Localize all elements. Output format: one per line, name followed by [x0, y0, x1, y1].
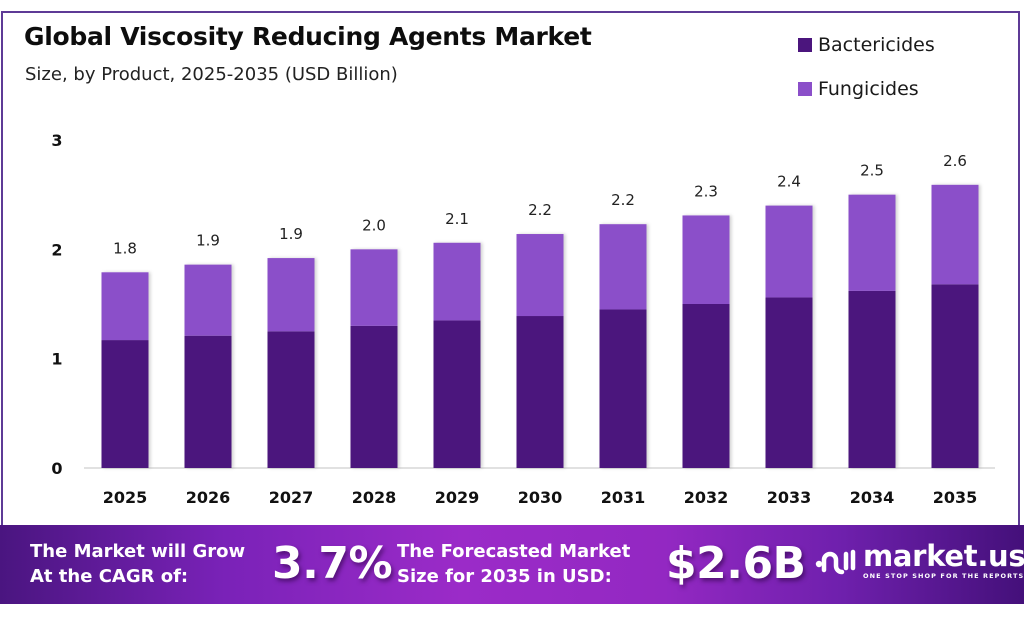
bar-fungicides-2034 — [848, 194, 896, 291]
y-tick-label: 1 — [51, 350, 62, 369]
cagr-caption-line2: At the CAGR of: — [30, 566, 189, 587]
x-tick-label: 2030 — [518, 488, 563, 507]
cagr-value: 3.7% — [272, 538, 393, 589]
x-tick-label: 2027 — [269, 488, 314, 507]
data-label: 2.2 — [611, 191, 635, 209]
data-label: 2.5 — [860, 162, 884, 180]
x-tick-label: 2026 — [186, 488, 231, 507]
y-axis: 0 1 2 3 — [51, 131, 62, 478]
bar-bactericides-2025 — [101, 340, 149, 468]
bars — [101, 184, 979, 468]
bar-stack-2033 — [765, 205, 813, 468]
bar-bactericides-2026 — [184, 335, 232, 468]
chart-frame — [1, 11, 1020, 591]
data-label: 2.3 — [694, 182, 718, 200]
logo-name: market.us — [863, 539, 1024, 573]
legend-swatch-fungicides — [798, 82, 812, 96]
market-us-logo: market.us ONE STOP SHOP FOR THE REPORTS — [815, 541, 1024, 580]
x-tick-label: 2034 — [850, 488, 895, 507]
bar-fungicides-2025 — [101, 272, 149, 341]
legend-swatch-bactericides — [798, 38, 812, 52]
bar-stack-2026 — [184, 264, 232, 468]
data-label: 1.9 — [279, 225, 303, 243]
x-axis: 2025 2026 2027 2028 2029 2030 2031 2032 2033 2034… — [103, 488, 978, 507]
data-label: 2.4 — [777, 173, 801, 191]
data-label: 2.6 — [943, 152, 967, 170]
x-tick-label: 2033 — [767, 488, 812, 507]
legend-label: Fungicides — [818, 78, 919, 100]
bar-fungicides-2029 — [433, 242, 481, 321]
forecast-value: $2.6B — [666, 538, 806, 589]
data-labels: 1.8 1.9 1.9 2.0 2.1 2.2 2.2 2.3 2.4 2.5 2.6 — [113, 152, 967, 257]
logo-tagline: ONE STOP SHOP FOR THE REPORTS — [863, 572, 1024, 580]
x-tick-label: 2029 — [435, 488, 480, 507]
forecast-caption-line1: The Forecasted Market — [397, 541, 631, 562]
legend-label: Bactericides — [818, 34, 935, 56]
y-tick-label: 2 — [51, 240, 62, 259]
bar-stack-2034 — [848, 194, 896, 468]
x-tick-label: 2032 — [684, 488, 729, 507]
x-tick-label: 2025 — [103, 488, 148, 507]
bar-fungicides-2026 — [184, 264, 232, 336]
bar-bactericides-2031 — [599, 309, 647, 468]
data-label: 1.8 — [113, 239, 137, 257]
x-tick-label: 2035 — [933, 488, 978, 507]
bar-bactericides-2029 — [433, 320, 481, 468]
data-label: 2.2 — [528, 201, 552, 219]
bar-bactericides-2028 — [350, 325, 398, 468]
bar-fungicides-2028 — [350, 249, 398, 326]
x-tick-label: 2031 — [601, 488, 646, 507]
y-tick-label: 0 — [51, 459, 62, 478]
bar-fungicides-2033 — [765, 205, 813, 298]
bar-stack-2029 — [433, 242, 481, 468]
bar-stack-2031 — [599, 224, 647, 468]
bar-bactericides-2035 — [931, 284, 979, 468]
chart-subtitle: Size, by Product, 2025-2035 (USD Billion… — [25, 64, 398, 85]
bar-fungicides-2031 — [599, 224, 647, 310]
bar-bactericides-2027 — [267, 331, 315, 468]
forecast-caption: The Forecasted Market Size for 2035 in U… — [397, 539, 630, 589]
bar-chart: 0 1 2 3 1.8 1.9 1.9 2.0 2.1 2.2 2.2 2.3 2.4 2.5 2.6 2… — [51, 131, 995, 507]
market-us-logo-icon — [815, 549, 856, 574]
legend: Bactericides Fungicides — [798, 34, 935, 122]
data-label: 2.0 — [362, 216, 386, 234]
bar-fungicides-2032 — [682, 215, 730, 304]
bar-stack-2032 — [682, 215, 730, 468]
summary-banner: The Market will Grow At the CAGR of: 3.7… — [0, 525, 1024, 604]
y-tick-label: 3 — [51, 131, 62, 150]
bar-stack-2030 — [516, 234, 564, 468]
data-label: 1.9 — [196, 232, 220, 250]
bar-bactericides-2030 — [516, 316, 564, 468]
chart-title: Global Viscosity Reducing Agents Market — [24, 22, 592, 51]
legend-item-bactericides: Bactericides — [798, 34, 935, 56]
bar-fungicides-2030 — [516, 234, 564, 317]
bar-stack-2028 — [350, 249, 398, 468]
bar-stack-2025 — [101, 272, 149, 468]
bar-fungicides-2027 — [267, 258, 315, 332]
bar-stack-2035 — [931, 184, 979, 468]
bar-fungicides-2035 — [931, 184, 979, 285]
cagr-caption: The Market will Grow At the CAGR of: — [30, 539, 245, 589]
bar-stack-2027 — [267, 258, 315, 468]
bar-bactericides-2033 — [765, 297, 813, 468]
x-tick-label: 2028 — [352, 488, 397, 507]
bar-bactericides-2032 — [682, 304, 730, 468]
forecast-caption-line2: Size for 2035 in USD: — [397, 566, 612, 587]
bar-bactericides-2034 — [848, 290, 896, 468]
legend-item-fungicides: Fungicides — [798, 78, 935, 100]
data-label: 2.1 — [445, 210, 469, 228]
cagr-caption-line1: The Market will Grow — [30, 541, 246, 562]
